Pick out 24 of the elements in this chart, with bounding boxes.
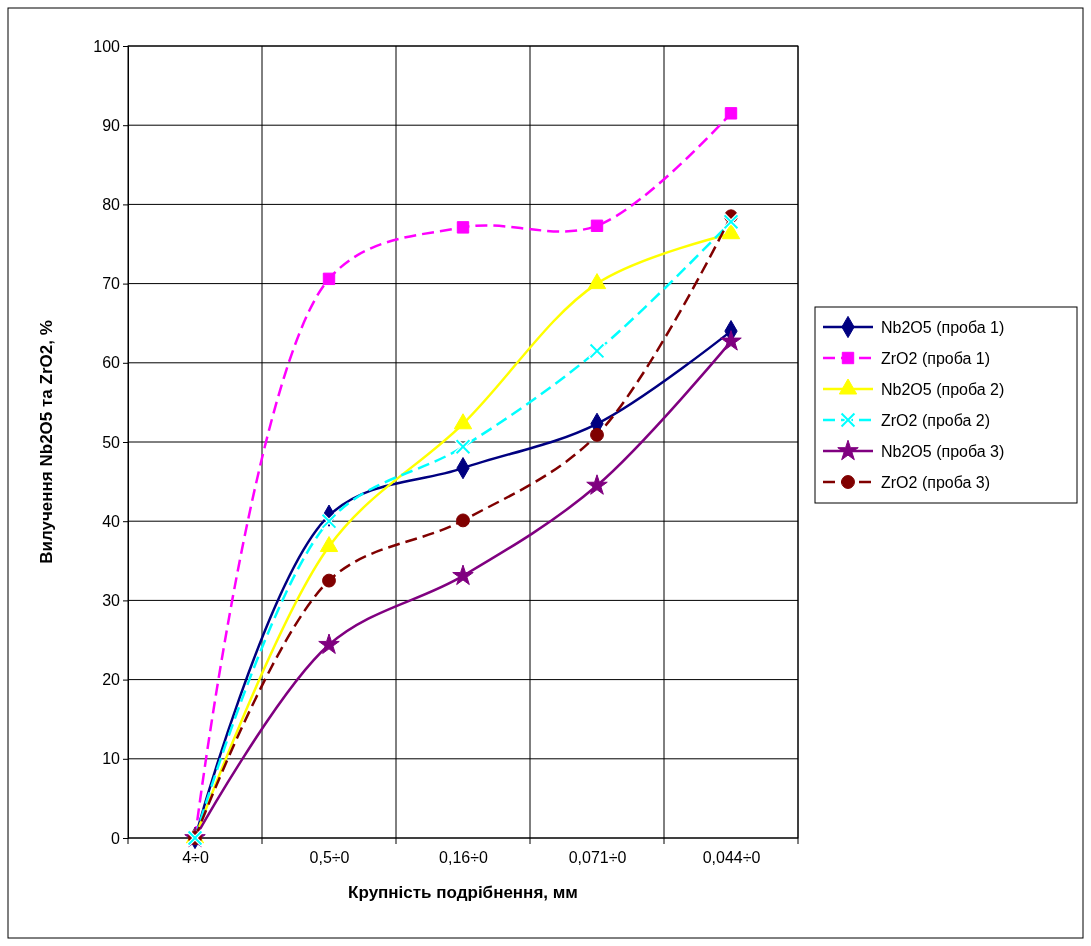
y-tick-label: 20 [102,671,121,689]
legend-label: Nb2O5 (проба 1) [881,319,1005,336]
y-tick-label: 30 [102,592,121,610]
legend-label: ZrO2 (проба 3) [881,474,991,491]
x-tick-label: 0,5÷0 [309,849,350,867]
x-tick-label: 4÷0 [182,849,209,867]
legend-label: ZrO2 (проба 1) [881,350,991,367]
y-tick-label: 50 [102,433,121,451]
y-tick-label: 40 [102,512,121,530]
y-tick-label: 10 [102,750,121,768]
legend-label: Nb2O5 (проба 2) [881,381,1005,398]
x-tick-label: 0,16÷0 [439,849,489,867]
x-tick-label: 0,071÷0 [568,849,627,867]
legend-label: Nb2O5 (проба 3) [881,443,1005,460]
legend-label: ZrO2 (проба 2) [881,412,991,429]
x-axis-title: Крупність подрібнення, мм [348,883,578,902]
y-axis-title: Вилучення Nb2O5 та ZrO2, % [37,320,56,564]
y-tick-label: 100 [93,37,121,55]
y-tick-label: 80 [102,196,121,214]
y-tick-label: 70 [102,275,121,293]
y-tick-label: 90 [102,116,121,134]
y-tick-label: 60 [102,354,121,372]
y-tick-label: 0 [111,829,121,847]
x-tick-label: 0,044÷0 [702,849,761,867]
